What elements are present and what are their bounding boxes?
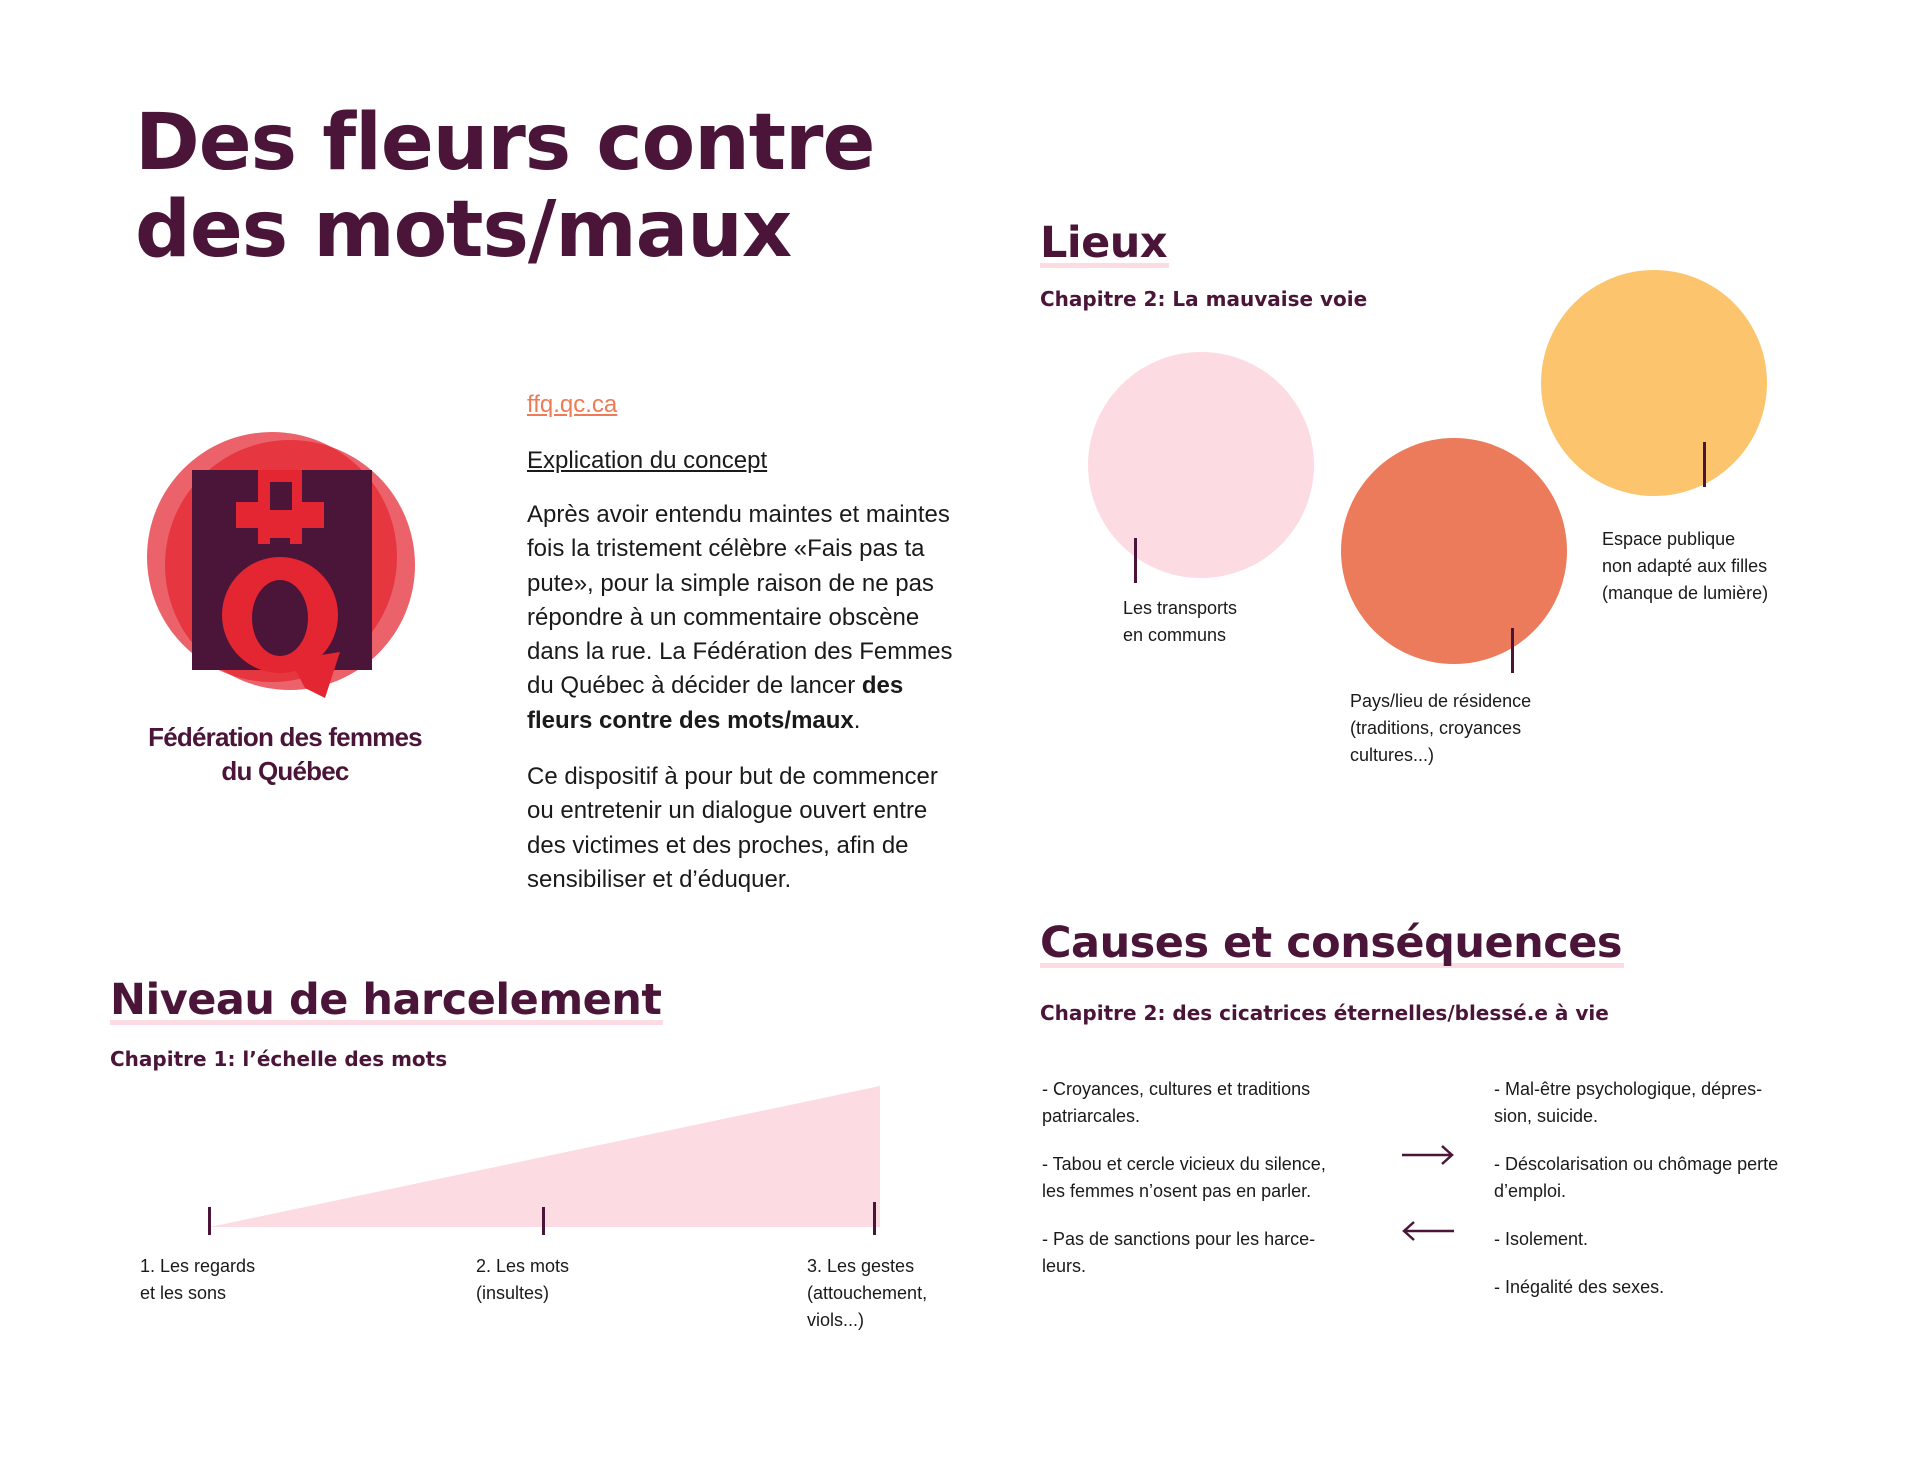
consequence-item: - Inégalité des sexes. [1494, 1274, 1854, 1301]
intro-section: ffq.qc.ca Explication du concept Après a… [527, 390, 997, 897]
label-line: non adapté aux filles [1602, 556, 1768, 576]
scale-tick-3 [873, 1202, 876, 1235]
intro-text-plain: du Québec à décider de lancer [527, 672, 862, 700]
circle-marker-espace-publique [1703, 442, 1706, 487]
intro-line: répondre à un commentaire obscène [527, 603, 920, 631]
scale-step-line: (insultes) [476, 1283, 550, 1303]
circle-residence [1341, 438, 1567, 664]
lieux-title-text: Lieux [1040, 218, 1168, 268]
cause-line: les femmes n’osent pas en parler. [1042, 1181, 1312, 1201]
intro-line: ou entretenir un dialogue ouvert entre [527, 797, 928, 825]
left-arrow-icon [1402, 1221, 1454, 1241]
scale-step-line: viols...) [807, 1310, 865, 1330]
niveau-title-text: Niveau de harcelement [110, 975, 662, 1025]
right-arrow-icon [1402, 1145, 1454, 1165]
consequence-item: - Déscolarisation ou chômage perte d’emp… [1494, 1151, 1854, 1205]
scale-step-1: 1. Les regards et les sons [140, 1253, 255, 1307]
cause-line: - Croyances, cultures et traditions [1042, 1079, 1311, 1099]
page-title-line-2: des mots/maux [135, 185, 792, 275]
niveau-title: Niveau de harcelement [110, 975, 663, 1025]
causes-list: - Croyances, cultures et traditions patr… [1042, 1076, 1402, 1280]
cause-line: patriarcales. [1042, 1106, 1141, 1126]
causes-title-text: Causes et conséquences [1040, 918, 1623, 968]
intro-text-end: . [853, 706, 861, 734]
intro-paragraph-1: Après avoir entendu maintes et maintes f… [527, 498, 997, 738]
cause-line: - Pas de sanctions pour les harce- [1042, 1229, 1316, 1249]
consequence-line: d’emploi. [1494, 1181, 1567, 1201]
intro-paragraph-2: Ce dispositif à pour but de commencer ou… [527, 760, 997, 897]
consequence-line: - Déscolarisation ou chômage perte [1494, 1154, 1779, 1174]
concept-heading: Explication du concept [527, 447, 768, 474]
federation-logo-q-icon [147, 432, 415, 698]
harassment-scale [208, 1086, 880, 1235]
cause-line: - Tabou et cercle vicieux du silence, [1042, 1154, 1326, 1174]
circle-espace-publique [1541, 270, 1767, 496]
intro-line: sensibiliser et d’éduquer. [527, 865, 792, 893]
intro-line: des victimes et des proches, afin de [527, 831, 909, 859]
niveau-subtitle: Chapitre 1: l’échelle des mots [110, 1047, 448, 1071]
cause-item: - Tabou et cercle vicieux du silence, le… [1042, 1151, 1402, 1205]
consequence-item: - Isolement. [1494, 1226, 1854, 1253]
scale-tick-1 [208, 1207, 211, 1235]
scale-step-line: 1. Les regards [140, 1256, 256, 1276]
intro-line: Après avoir entendu maintes et maintes [527, 501, 950, 528]
intro-line: du Québec à décider de lancer des [527, 669, 997, 703]
scale-tick-2 [542, 1207, 545, 1235]
label-line: (manque de lumière) [1602, 583, 1769, 603]
scale-step-3: 3. Les gestes (attouchement, viols...) [807, 1253, 927, 1334]
label-residence: Pays/lieu de résidence (traditions, croy… [1350, 688, 1531, 769]
federation-logo: Fédération des femmes du Québec [140, 430, 430, 790]
scale-triangle [210, 1086, 880, 1227]
circle-marker-transports [1134, 538, 1137, 583]
website-link[interactable]: ffq.qc.ca [527, 391, 618, 418]
scale-step-line: 2. Les mots [476, 1256, 570, 1276]
scale-step-line: (attouchement, [807, 1283, 928, 1303]
federation-name: Fédération des femmes du Québec [130, 720, 440, 788]
causes-title: Causes et conséquences [1040, 918, 1624, 968]
label-line: (traditions, croyances [1350, 718, 1522, 738]
lieux-subtitle: Chapitre 2: La mauvaise voie [1040, 287, 1368, 311]
consequence-line: sion, suicide. [1494, 1106, 1599, 1126]
page-title: Des fleurs contre des mots/maux [135, 100, 915, 274]
scale-step-line: 3. Les gestes [807, 1256, 915, 1276]
page-title-line-1: Des fleurs contre [135, 98, 875, 188]
causes-subtitle: Chapitre 2: des cicatrices éternelles/bl… [1040, 1001, 1609, 1025]
cause-line: leurs. [1042, 1256, 1087, 1276]
consequence-line: - Isolement. [1494, 1229, 1589, 1249]
label-transports: Les transports en communs [1123, 595, 1237, 649]
consequence-item: - Mal-être psychologique, dépres- sion, … [1494, 1076, 1854, 1130]
intro-line: Ce dispositif à pour but de commencer [527, 763, 938, 791]
intro-line: pute», pour la simple raison de ne pas [527, 569, 934, 597]
intro-line: dans la rue. La Fédération des Femmes [527, 638, 953, 666]
intro-line: fois la tristement célèbre «Fais pas ta [527, 535, 925, 563]
cause-item: - Croyances, cultures et traditions patr… [1042, 1076, 1402, 1130]
scale-step-2: 2. Les mots (insultes) [476, 1253, 569, 1307]
label-line: Espace publique [1602, 529, 1736, 549]
label-line: Pays/lieu de résidence [1350, 691, 1532, 711]
consequences-list: - Mal-être psychologique, dépres- sion, … [1494, 1076, 1854, 1301]
intro-text-bold: fleurs contre des mots/maux [527, 706, 854, 734]
circle-marker-residence [1511, 628, 1514, 673]
label-line: Les transports [1123, 598, 1238, 618]
intro-line: fleurs contre des mots/maux. [527, 704, 997, 738]
label-espace-publique: Espace publique non adapté aux filles (m… [1602, 526, 1768, 607]
consequence-line: - Inégalité des sexes. [1494, 1277, 1665, 1297]
federation-name-line-1: Fédération des femmes [148, 722, 422, 752]
circle-transports [1088, 352, 1314, 578]
consequence-line: - Mal-être psychologique, dépres- [1494, 1079, 1763, 1099]
label-line: en communs [1123, 625, 1227, 645]
cause-item: - Pas de sanctions pour les harce- leurs… [1042, 1226, 1402, 1280]
federation-name-line-2: du Québec [221, 756, 349, 786]
scale-step-line: et les sons [140, 1283, 227, 1303]
lieux-title: Lieux [1040, 218, 1169, 268]
intro-text-bold: des [861, 672, 904, 700]
label-line: cultures...) [1350, 745, 1435, 765]
